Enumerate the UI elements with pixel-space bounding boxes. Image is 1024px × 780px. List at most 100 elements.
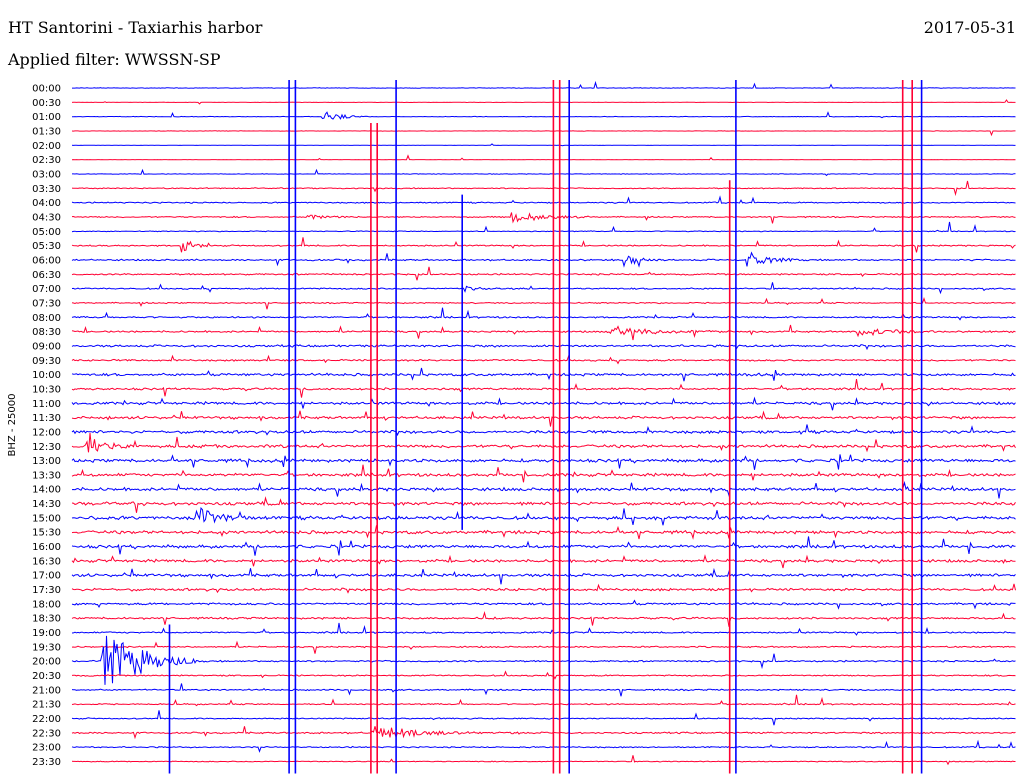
trace-2230 xyxy=(71,726,1016,740)
tick-label-1230: 12:30 xyxy=(32,442,61,453)
trace-2130 xyxy=(71,694,1016,707)
trace-1300 xyxy=(71,454,1016,470)
tick-label-1100: 11:00 xyxy=(32,399,61,410)
tick-label-1000: 10:00 xyxy=(32,370,61,381)
trace-1230 xyxy=(71,432,1016,453)
record-date: 2017-05-31 xyxy=(923,18,1016,37)
trace-1630 xyxy=(71,554,1016,569)
trace-2300 xyxy=(71,739,1016,753)
trace-0930 xyxy=(71,354,1016,365)
tick-label-1400: 14:00 xyxy=(32,485,61,496)
tick-label-1700: 17:00 xyxy=(32,571,61,582)
trace-0730 xyxy=(71,297,1016,310)
tick-label-2100: 21:00 xyxy=(32,685,61,696)
trace-1500 xyxy=(71,506,1016,526)
trace-0400 xyxy=(71,195,1016,204)
trace-0230 xyxy=(71,154,1016,161)
tick-label-1330: 13:30 xyxy=(32,470,61,481)
tick-label-1500: 15:00 xyxy=(32,513,61,524)
trace-2000 xyxy=(71,635,1016,685)
trace-1600 xyxy=(71,536,1016,556)
tick-label-0730: 07:30 xyxy=(32,298,61,309)
tick-label-1630: 16:30 xyxy=(32,556,61,567)
tick-label-0700: 07:00 xyxy=(32,284,61,295)
tick-label-0930: 09:30 xyxy=(32,356,61,367)
tick-label-0800: 08:00 xyxy=(32,313,61,324)
trace-2100 xyxy=(71,683,1016,697)
trace-2330 xyxy=(71,755,1016,766)
tick-label-0030: 00:30 xyxy=(32,98,61,109)
trace-2200 xyxy=(71,710,1016,726)
tick-label-0400: 04:00 xyxy=(32,198,61,209)
trace-1930 xyxy=(71,640,1016,654)
trace-0030 xyxy=(71,99,1016,105)
tick-label-1730: 17:30 xyxy=(32,585,61,596)
trace-0530 xyxy=(71,237,1016,253)
filter-label: Applied filter: WWSSN-SP xyxy=(8,50,221,69)
station-title: HT Santorini - Taxiarhis harbor xyxy=(8,18,263,37)
trace-1700 xyxy=(71,567,1016,585)
tick-label-0330: 03:30 xyxy=(32,184,61,195)
tick-label-0100: 01:00 xyxy=(32,112,61,123)
tick-label-1130: 11:30 xyxy=(32,413,61,424)
tick-label-2030: 20:30 xyxy=(32,671,61,682)
tick-label-1200: 12:00 xyxy=(32,427,61,438)
tick-label-0830: 08:30 xyxy=(32,327,61,338)
tick-label-1300: 13:00 xyxy=(32,456,61,467)
tick-label-1030: 10:30 xyxy=(32,384,61,395)
trace-0600 xyxy=(71,251,1016,268)
tick-label-2300: 23:00 xyxy=(32,743,61,754)
trace-0430 xyxy=(71,212,1016,224)
tick-label-2200: 22:00 xyxy=(32,714,61,725)
trace-0200 xyxy=(71,143,1016,147)
tick-label-1430: 14:30 xyxy=(32,499,61,510)
trace-1530 xyxy=(71,525,1016,540)
trace-0100 xyxy=(72,111,1016,120)
tick-label-2000: 20:00 xyxy=(32,657,61,668)
trace-0300 xyxy=(72,168,1016,177)
trace-0000 xyxy=(72,80,1016,89)
tick-label-0300: 03:00 xyxy=(32,169,61,180)
trace-0830 xyxy=(71,324,1016,341)
trace-1000 xyxy=(71,367,1016,382)
tick-label-1600: 16:00 xyxy=(32,542,61,553)
tick-label-1900: 19:00 xyxy=(32,628,61,639)
spike-group xyxy=(168,80,923,774)
trace-1900 xyxy=(71,622,1016,636)
trace-1730 xyxy=(71,583,1016,594)
tick-label-0000: 00:00 xyxy=(32,84,61,95)
tick-label-0230: 02:30 xyxy=(32,155,61,166)
trace-1200 xyxy=(71,424,1016,437)
trace-0330 xyxy=(71,180,1016,197)
tick-label-0900: 09:00 xyxy=(32,341,61,352)
trace-1830 xyxy=(71,611,1016,627)
tick-label-2130: 21:30 xyxy=(32,700,61,711)
tick-label-1930: 19:30 xyxy=(32,642,61,653)
tick-label-1530: 15:30 xyxy=(32,528,61,539)
y-axis-label: BHZ - 25000 xyxy=(7,393,18,456)
trace-1100 xyxy=(71,396,1016,411)
tick-label-2330: 23:30 xyxy=(32,757,61,768)
trace-group xyxy=(71,80,1016,766)
tick-label-group: 00:00 00:30 01:00 01:30 02:00 02:30 03:00 03:30… xyxy=(32,84,61,769)
trace-1030 xyxy=(71,379,1016,398)
trace-1400 xyxy=(71,480,1016,499)
tick-label-0130: 01:30 xyxy=(32,126,61,137)
trace-0900 xyxy=(71,344,1016,351)
tick-label-0500: 05:00 xyxy=(32,227,61,238)
tick-label-0600: 06:00 xyxy=(32,255,61,266)
trace-1800 xyxy=(71,599,1016,610)
trace-2030 xyxy=(71,670,1016,680)
trace-0500 xyxy=(71,221,1016,233)
tick-label-0530: 05:30 xyxy=(32,241,61,252)
tick-label-1800: 18:00 xyxy=(32,599,61,610)
tick-label-0200: 02:00 xyxy=(32,141,61,152)
trace-1430 xyxy=(71,496,1016,513)
tick-label-1830: 18:30 xyxy=(32,614,61,625)
trace-0800 xyxy=(71,307,1016,321)
trace-0700 xyxy=(71,282,1016,295)
trace-1130 xyxy=(71,410,1016,427)
tick-label-0430: 04:30 xyxy=(32,212,61,223)
trace-1330 xyxy=(71,464,1016,483)
